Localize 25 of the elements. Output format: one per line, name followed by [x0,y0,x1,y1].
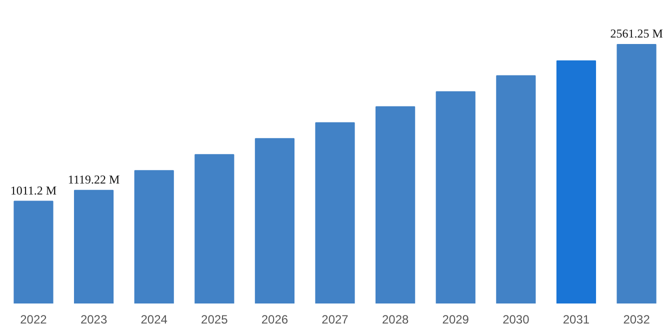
data-label: 1011.2 M [10,183,57,198]
bar [496,75,536,304]
x-tick-label: 2032 [623,312,650,326]
bar [315,122,355,304]
bar [74,190,114,304]
bar [14,200,54,304]
x-tick-label: 2029 [442,312,470,326]
x-tick-label: 2030 [502,312,530,326]
bar [436,91,476,304]
x-tick-label: 2023 [80,312,108,326]
bar [194,154,234,304]
x-tick-label: 2027 [322,312,349,326]
x-tick-label: 2026 [261,312,288,326]
x-tick-label: 2022 [20,312,48,326]
x-tick-label: 2028 [382,312,409,326]
bar [134,170,174,304]
data-label: 2561.25 M [610,26,664,41]
x-tick-label: 2031 [562,312,590,326]
bar [556,60,596,304]
bar [616,44,656,304]
bar [254,138,295,304]
bar [376,106,416,304]
x-tick-label: 2025 [201,312,228,326]
data-label: 1119.22 M [68,172,120,186]
x-tick-label: 2024 [140,312,168,326]
